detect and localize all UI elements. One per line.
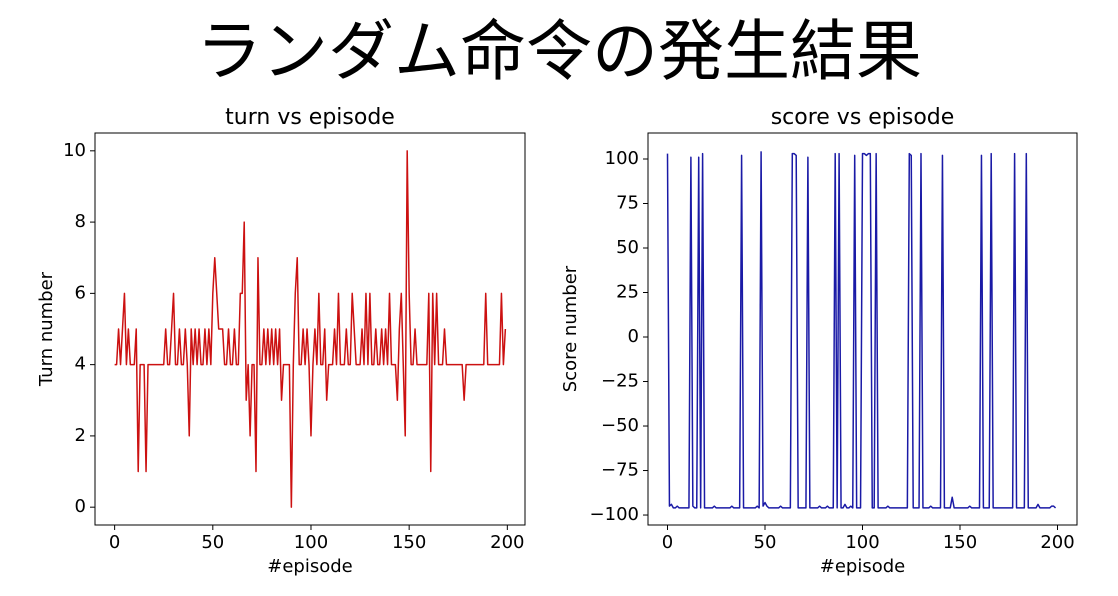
data-line: [114, 150, 507, 508]
x-tick-label: 50: [201, 532, 224, 553]
x-tick-label: 0: [662, 532, 673, 553]
x-tick-label: 150: [392, 532, 426, 553]
x-tick-label: 100: [294, 532, 328, 553]
y-tick-label: −25: [601, 371, 639, 392]
x-axis-label: #episode: [820, 556, 905, 577]
y-tick-label: −100: [590, 504, 639, 525]
y-tick-label: 8: [75, 211, 86, 232]
x-tick-label: 200: [1040, 532, 1074, 553]
y-tick-label: 2: [75, 425, 86, 446]
plot-frame: [647, 132, 1078, 526]
y-tick-label: 50: [616, 237, 639, 258]
y-tick-label: 25: [616, 282, 639, 303]
page-title: ランダム命令の発生結果: [196, 13, 922, 90]
x-tick-label: 100: [845, 532, 879, 553]
y-tick-label: 0: [75, 496, 86, 517]
y-tick-label: −75: [601, 460, 639, 481]
chart-title: turn vs episode: [225, 105, 395, 130]
x-tick-label: 150: [943, 532, 977, 553]
x-tick-label: 0: [109, 532, 120, 553]
y-tick-label: 4: [75, 354, 86, 375]
x-axis-label: #episode: [267, 556, 352, 577]
y-axis-label: Turn number: [36, 271, 57, 387]
data-line: [666, 151, 1057, 509]
y-tick-label: 10: [63, 140, 86, 161]
y-tick-label: 6: [75, 282, 86, 303]
y-axis-label: Score number: [560, 265, 581, 392]
y-tick-label: 0: [628, 326, 639, 347]
y-tick-label: −50: [601, 415, 639, 436]
y-tick-label: 75: [616, 192, 639, 213]
chart-title: score vs episode: [771, 105, 955, 130]
plot-frame: [94, 132, 526, 526]
y-tick-label: 100: [605, 148, 639, 169]
x-tick-label: 200: [490, 532, 524, 553]
x-tick-label: 50: [754, 532, 777, 553]
